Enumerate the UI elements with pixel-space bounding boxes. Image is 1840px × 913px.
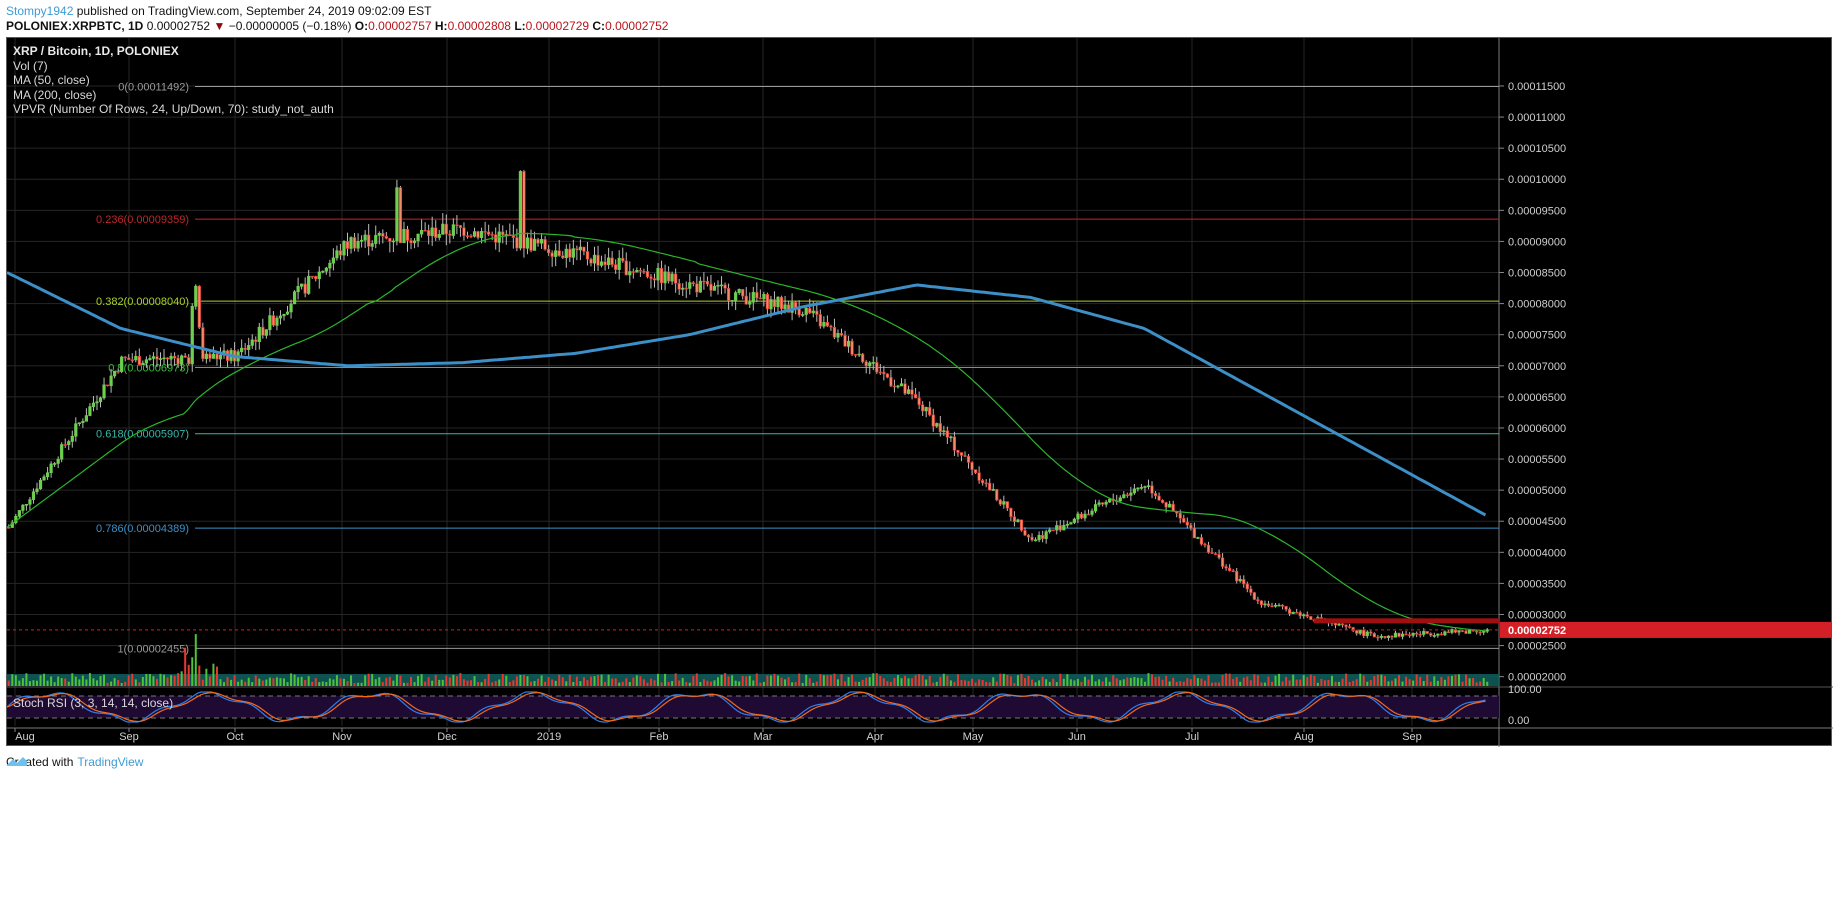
- high-value: 0.00002808: [447, 19, 511, 33]
- publish-line: Stompy1942 published on TradingView.com,…: [6, 4, 431, 18]
- stoch-k-line: [7, 691, 1486, 723]
- symbol-line: POLONIEX:XRPBTC, 1D 0.00002752 ▼ −0.0000…: [6, 19, 668, 33]
- y-axis-label: 0.00005000: [1508, 485, 1566, 497]
- x-axis-label: Dec: [437, 731, 457, 743]
- low-value: 0.00002729: [525, 19, 590, 33]
- stoch-d-line: [7, 691, 1486, 723]
- y-axis-label: 0.00011500: [1508, 81, 1565, 93]
- author-link[interactable]: Stompy1942: [6, 4, 74, 18]
- tradingview-logo-icon: [7, 757, 27, 766]
- published-text: published on TradingView.com, September …: [73, 4, 432, 18]
- svg-text:0.00002752: 0.00002752: [1508, 625, 1566, 637]
- ma50-line: [7, 232, 1486, 632]
- symbol: POLONIEX:XRPBTC, 1D: [6, 19, 144, 33]
- svg-text:0.00: 0.00: [1508, 715, 1529, 727]
- y-axis-label: 0.00010500: [1508, 143, 1566, 155]
- y-axis-label: 0.00004500: [1508, 516, 1566, 528]
- footer: Created with TradingView: [6, 755, 143, 769]
- open-label: O:: [354, 19, 369, 33]
- chart-panel[interactable]: 0.00011500 0.00011000 0.00010500 0.00010000…: [6, 37, 1833, 747]
- y-axis-label: 0.00003500: [1508, 578, 1566, 590]
- close-value: 0.00002752: [605, 19, 669, 33]
- fib-label: 0(0.00011492): [118, 81, 189, 93]
- x-axis-label: Nov: [332, 731, 352, 743]
- price-chart[interactable]: 0.00011500 0.00011000 0.00010500 0.00010000…: [7, 38, 1833, 747]
- legend-ma50[interactable]: MA (50, close): [13, 73, 90, 88]
- fib-label: 0.382(0.00008040): [96, 296, 189, 308]
- x-axis-label: Mar: [754, 731, 773, 743]
- x-axis-label: Aug: [15, 731, 35, 743]
- x-axis-label: May: [963, 731, 984, 743]
- high-label: H:: [434, 19, 448, 33]
- y-axis-label: 0.00009000: [1508, 236, 1566, 248]
- last-price: 0.00002752: [146, 19, 211, 33]
- fib-label: 0.236(0.00009359): [96, 214, 189, 226]
- x-axis-label: Aug: [1294, 731, 1314, 743]
- legend-title: XRP / Bitcoin, 1D, POLONIEX: [13, 44, 179, 58]
- chart-legend: XRP / Bitcoin, 1D, POLONIEX Vol (7) MA (…: [13, 44, 334, 117]
- ma200-line: [7, 271, 1487, 517]
- y-axis-label: 0.00006000: [1508, 423, 1566, 435]
- tradingview-link[interactable]: TradingView: [77, 755, 144, 769]
- y-axis-label: 0.00003000: [1508, 609, 1566, 621]
- low-label: L:: [514, 19, 526, 33]
- y-axis-label: 0.00006500: [1508, 392, 1566, 404]
- fib-label: 0.5(0.00006973): [108, 362, 189, 374]
- y-axis-label: 0.00011000: [1508, 112, 1565, 124]
- x-axis-label: 2019: [537, 731, 561, 743]
- resistance-zone[interactable]: [1314, 618, 1499, 624]
- y-axis-label: 0.00007500: [1508, 330, 1566, 342]
- current-price-tag: [1500, 621, 1832, 638]
- y-axis-label: 0.00009500: [1508, 205, 1566, 217]
- x-axis-label: Oct: [226, 731, 243, 743]
- y-axis-label: 0.00007000: [1508, 361, 1566, 373]
- y-axis-label: 0.00005500: [1508, 454, 1566, 466]
- x-axis-label: Sep: [119, 731, 139, 743]
- y-axis-label: 0.00002500: [1508, 641, 1566, 653]
- y-axis-label: 0.00008000: [1508, 299, 1566, 311]
- open-value: 0.00002757: [368, 19, 432, 33]
- fib-label: 0.618(0.00005907): [96, 429, 189, 441]
- fib-label: 0.786(0.00004389): [96, 523, 189, 535]
- y-axis-label: 0.00010000: [1508, 174, 1566, 186]
- legend-ma200[interactable]: MA (200, close): [13, 87, 97, 102]
- close-label: C:: [592, 19, 606, 33]
- legend-volume[interactable]: Vol (7): [13, 58, 48, 73]
- x-axis-label: Sep: [1402, 731, 1422, 743]
- y-axis-label: 0.00004000: [1508, 547, 1566, 559]
- svg-text:100.00: 100.00: [1508, 684, 1542, 696]
- x-axis-label: Jun: [1068, 731, 1086, 743]
- down-arrow-icon: ▼: [213, 19, 226, 33]
- fib-label: 1(0.00002455): [117, 643, 189, 655]
- x-axis-label: Apr: [866, 731, 883, 743]
- legend-vpvr[interactable]: VPVR (Number Of Rows, 24, Up/Down, 70): …: [13, 102, 334, 117]
- price-change: −0.00000005 (−0.18%): [228, 19, 352, 33]
- y-axis-label: 0.00008500: [1508, 268, 1566, 280]
- x-axis-label: Jul: [1185, 731, 1199, 743]
- stoch-rsi-label[interactable]: Stoch RSI (3, 3, 14, 14, close): [13, 696, 174, 710]
- x-axis-label: Feb: [650, 731, 669, 743]
- y-axis-label: 0.00002000: [1508, 672, 1566, 684]
